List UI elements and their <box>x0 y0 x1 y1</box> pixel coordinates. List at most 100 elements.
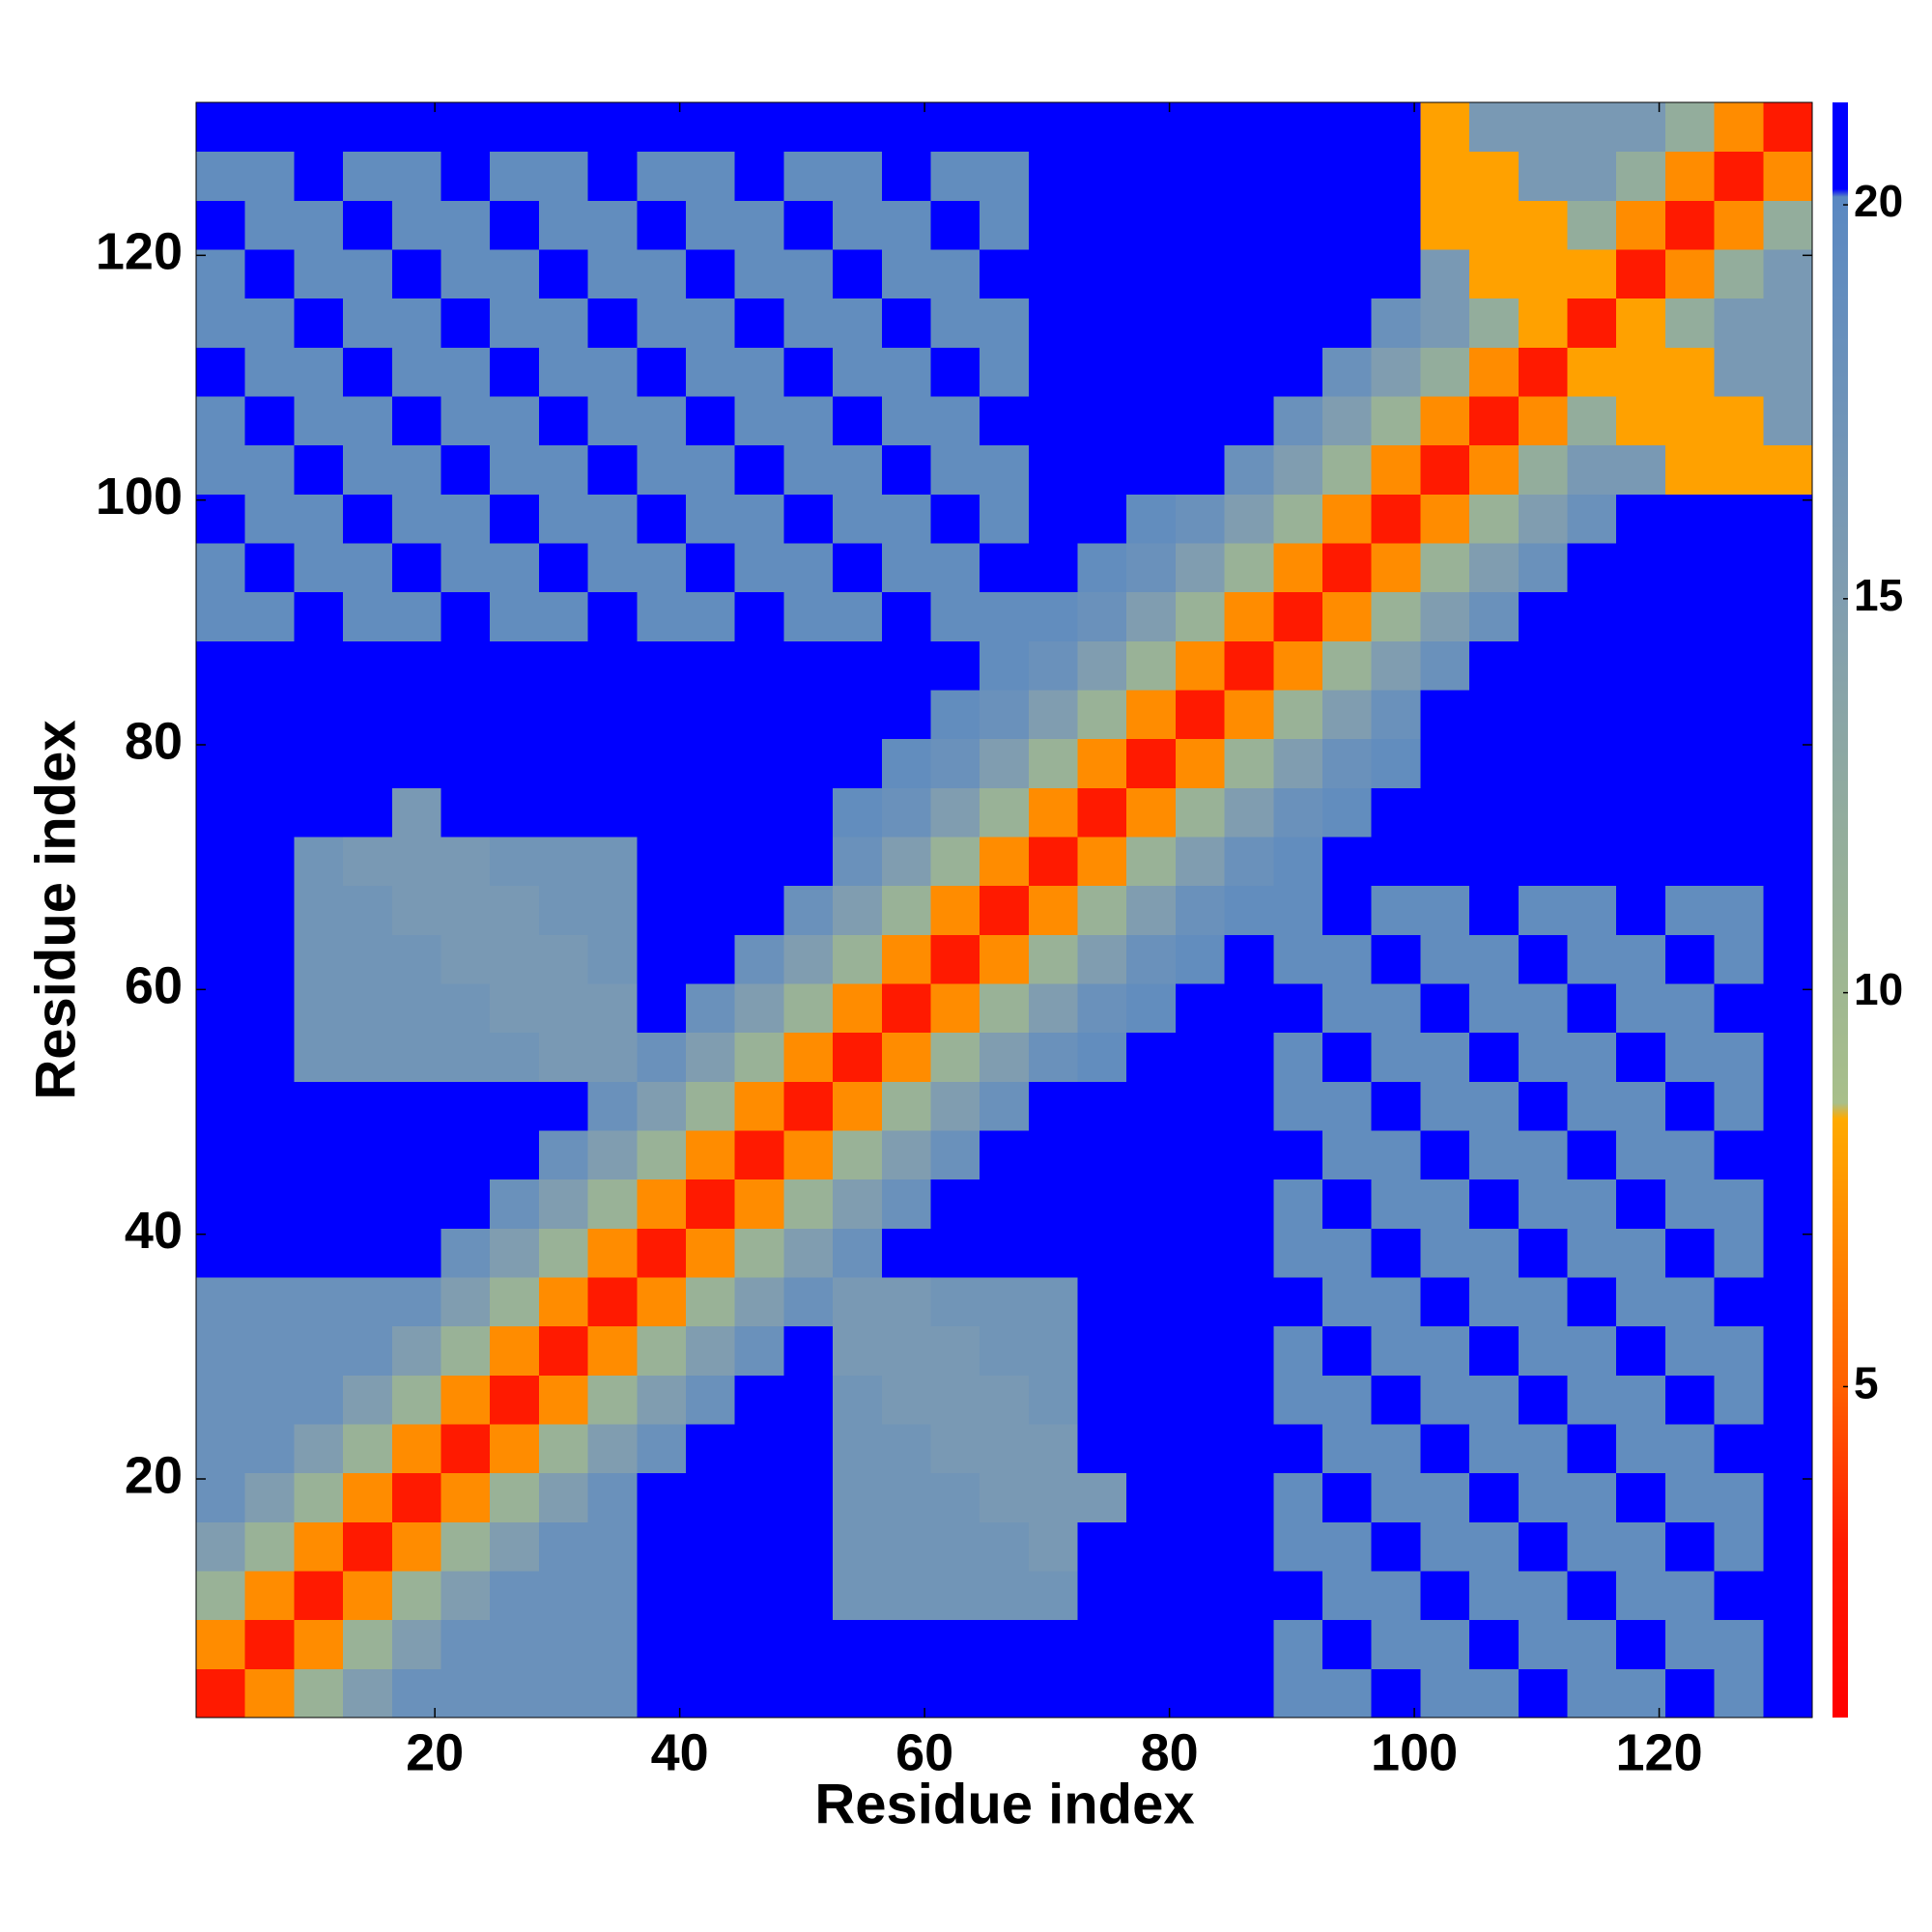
heatmap-cell <box>833 396 883 446</box>
heatmap-cell <box>637 1325 687 1376</box>
heatmap-cell <box>1664 591 1716 641</box>
heatmap-cell <box>244 591 295 641</box>
heatmap-cell <box>538 1032 589 1082</box>
heatmap-cell <box>1077 1571 1127 1621</box>
heatmap-cell <box>930 347 980 397</box>
heatmap-cell <box>1273 640 1323 691</box>
heatmap-cell <box>1567 690 1617 740</box>
heatmap-cell <box>1664 1619 1716 1669</box>
heatmap-cell <box>881 1228 931 1278</box>
heatmap-cell <box>833 591 883 641</box>
heatmap-cell <box>343 591 393 641</box>
heatmap-cell <box>343 934 393 984</box>
heatmap-cell <box>734 1619 784 1669</box>
heatmap-cell <box>1616 494 1666 544</box>
heatmap-cell <box>1077 1472 1127 1522</box>
heatmap-cell <box>685 640 736 691</box>
heatmap-cell <box>783 249 834 299</box>
heatmap-cell <box>1616 837 1666 887</box>
heatmap-cell <box>783 1228 834 1278</box>
heatmap-cell <box>1273 1668 1323 1719</box>
heatmap-cell <box>685 1571 736 1621</box>
heatmap-cell <box>1518 1081 1569 1131</box>
heatmap-cell <box>490 934 540 984</box>
heatmap-cell <box>391 1472 441 1522</box>
heatmap-cell <box>1126 1179 1177 1229</box>
heatmap-cell <box>1371 738 1421 788</box>
heatmap-cell <box>391 494 441 544</box>
heatmap-cell <box>1567 444 1617 495</box>
heatmap-cell <box>1224 738 1274 788</box>
heatmap-cell <box>881 1521 931 1572</box>
heatmap-cell <box>685 494 736 544</box>
heatmap-cell <box>685 1424 736 1474</box>
heatmap-cell <box>538 983 589 1034</box>
heatmap-cell <box>1714 444 1764 495</box>
heatmap-cell <box>734 1277 784 1327</box>
heatmap-cell <box>1126 1619 1177 1669</box>
heatmap-cell <box>1714 837 1764 887</box>
heatmap-cell <box>1616 591 1666 641</box>
heatmap-cell <box>1224 102 1274 153</box>
heatmap-cell <box>637 885 687 935</box>
heatmap-cell <box>1420 249 1470 299</box>
heatmap-cell <box>1322 885 1373 935</box>
heatmap-cell <box>1567 494 1617 544</box>
heatmap-cell <box>930 591 980 641</box>
heatmap-cell <box>1714 151 1764 201</box>
heatmap-cell <box>1763 690 1813 740</box>
heatmap-cell <box>1224 494 1274 544</box>
heatmap-cell <box>538 1228 589 1278</box>
heatmap-cell <box>587 837 638 887</box>
heatmap-cell <box>440 983 491 1034</box>
heatmap-cell <box>1273 1619 1323 1669</box>
heatmap-cell <box>734 837 784 887</box>
heatmap-cell <box>1175 738 1226 788</box>
heatmap-cell <box>1420 1424 1470 1474</box>
heatmap-cell <box>783 1081 834 1131</box>
heatmap-cell <box>1175 983 1226 1034</box>
heatmap-cell <box>490 1277 540 1327</box>
heatmap-cell <box>490 1619 540 1669</box>
heatmap-cell <box>1371 494 1421 544</box>
heatmap-cell <box>1322 1081 1373 1131</box>
heatmap-cell <box>833 494 883 544</box>
heatmap-cell <box>1518 1619 1569 1669</box>
heatmap-cell <box>1028 1277 1079 1327</box>
heatmap-cell <box>685 591 736 641</box>
heatmap-cell <box>980 591 1030 641</box>
heatmap-cell <box>490 347 540 397</box>
heatmap-cell <box>980 837 1030 887</box>
heatmap-cell <box>1469 1424 1520 1474</box>
heatmap-cell <box>440 1081 491 1131</box>
heatmap-cell <box>637 444 687 495</box>
heatmap-cell <box>1126 102 1177 153</box>
heatmap-cell <box>1469 1375 1520 1425</box>
heatmap-cell <box>833 1032 883 1082</box>
heatmap-cell <box>980 347 1030 397</box>
heatmap-cell <box>1567 1228 1617 1278</box>
colorbar <box>1833 102 1848 1718</box>
heatmap-cell <box>1469 1619 1520 1669</box>
heatmap-cell <box>1714 396 1764 446</box>
heatmap-cell <box>1371 102 1421 153</box>
heatmap-cell <box>391 249 441 299</box>
heatmap-cell <box>1763 1619 1813 1669</box>
heatmap-cell <box>930 1571 980 1621</box>
heatmap-cell <box>637 1228 687 1278</box>
heatmap-cell <box>196 837 246 887</box>
heatmap-cell <box>1714 1472 1764 1522</box>
heatmap-cell <box>1763 1472 1813 1522</box>
heatmap-cell <box>1714 1619 1764 1669</box>
heatmap-cell <box>1273 1521 1323 1572</box>
heatmap-cell <box>490 151 540 201</box>
heatmap-cell <box>734 1179 784 1229</box>
heatmap-cell <box>1322 1619 1373 1669</box>
heatmap-cell <box>980 396 1030 446</box>
heatmap-cell <box>930 787 980 838</box>
heatmap-cell <box>343 1521 393 1572</box>
heatmap-cell <box>294 298 344 348</box>
heatmap-cell <box>1371 934 1421 984</box>
heatmap-cell <box>587 1277 638 1327</box>
